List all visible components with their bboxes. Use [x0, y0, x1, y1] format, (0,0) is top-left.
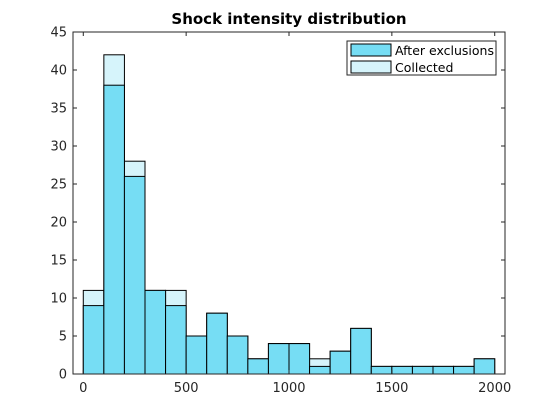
x-tick-label: 1000: [272, 381, 305, 396]
bar-after-exclusions: [473, 358, 496, 375]
bar-after-exclusions: [453, 365, 475, 375]
bar-after-exclusions: [247, 358, 269, 375]
bar-after-exclusions: [165, 305, 187, 375]
axis-ticks: 0 500 1000 1500 2000 0 5 10 15 20 25 30 35 40 45: [50, 26, 511, 397]
y-tick-label: 35: [50, 102, 67, 117]
bar-after-exclusions: [226, 335, 249, 375]
x-tick-label: 500: [174, 381, 199, 396]
y-tick-label: 45: [50, 26, 67, 41]
y-tick-label: 15: [50, 254, 67, 269]
bar-after-exclusions: [185, 335, 208, 375]
bar-after-exclusions: [350, 327, 372, 375]
y-tick-label: 20: [50, 216, 67, 231]
x-tick-label: 0: [79, 381, 87, 396]
legend-label-collected: Collected: [395, 60, 453, 75]
x-tick-label: 2000: [478, 381, 511, 396]
bars-after-exclusions: [82, 84, 496, 375]
y-tick-label: 5: [59, 330, 67, 345]
y-tick-label: 25: [50, 178, 67, 193]
bar-after-exclusions: [103, 84, 125, 375]
bar-after-exclusions: [411, 365, 434, 375]
bar-after-exclusions: [391, 365, 413, 375]
bar-after-exclusions: [267, 343, 290, 375]
bar-after-exclusions: [370, 365, 393, 375]
legend-swatch-after-exclusions: [350, 43, 392, 57]
y-tick-label: 10: [50, 292, 67, 307]
chart-title: Shock intensity distribution: [171, 10, 406, 28]
bar-after-exclusions: [206, 312, 228, 375]
bar-after-exclusions: [432, 365, 455, 375]
legend-swatch-collected: [350, 60, 392, 74]
bar-after-exclusions: [123, 175, 146, 375]
legend-label-after-exclusions: After exclusions: [395, 43, 494, 58]
y-tick-label: 40: [50, 64, 67, 79]
bar-after-exclusions: [144, 289, 167, 375]
bar-after-exclusions: [82, 305, 105, 375]
y-tick-label: 0: [59, 368, 67, 383]
y-tick-label: 30: [50, 140, 67, 155]
bar-after-exclusions: [329, 350, 352, 375]
bar-after-exclusions: [288, 343, 311, 375]
bar-after-exclusions: [309, 365, 331, 375]
x-tick-label: 1500: [375, 381, 408, 396]
legend: After exclusions Collected: [346, 40, 497, 76]
